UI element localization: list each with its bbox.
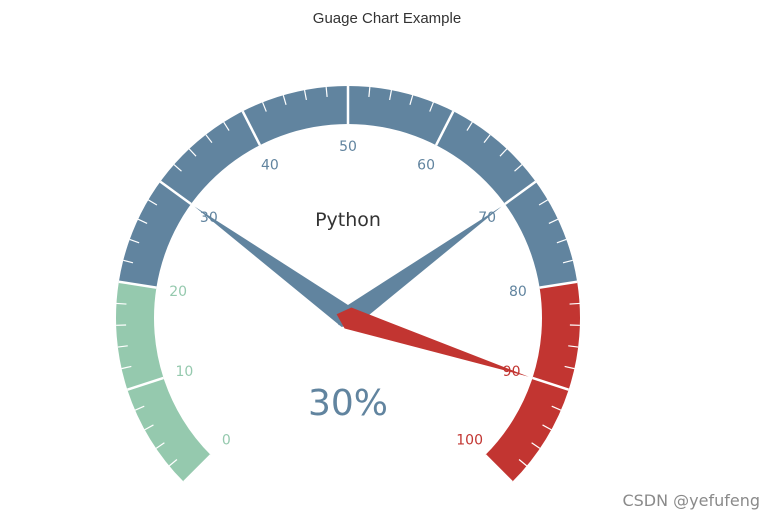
gauge-split-line-9 — [532, 376, 570, 391]
gauge-pointers — [194, 206, 529, 377]
gauge-minor-tick-14 — [148, 199, 158, 206]
gauge-minor-tick-33 — [499, 148, 508, 157]
gauge-minor-tick-16 — [173, 164, 182, 172]
gauge-tick-labels: 0102030405060708090100 — [169, 139, 527, 449]
gauge-band-1 — [118, 86, 578, 288]
gauge-detail-value: 30% — [308, 383, 388, 424]
gauge-split-lines — [118, 86, 578, 483]
gauge-tick-label-8: 80 — [509, 284, 527, 300]
gauge-tick-label-5: 50 — [339, 139, 357, 155]
gauge-split-line-6 — [434, 110, 455, 146]
gauge-minor-tick-7 — [117, 345, 128, 348]
gauge-minor-tick-28 — [409, 95, 414, 105]
gauge-tick-label-2: 20 — [169, 284, 187, 300]
watermark: CSDN @yefufeng — [622, 491, 760, 510]
gauge-tick-label-10: 100 — [456, 433, 483, 449]
gauge-minor-tick-19 — [223, 121, 230, 131]
gauge-minor-tick-46 — [551, 405, 562, 411]
gauge-band-2 — [485, 281, 580, 483]
gauge-pointer-1 — [338, 206, 502, 327]
chart-title: Guage Chart Example — [312, 10, 462, 27]
gauge-minor-tick-21 — [262, 102, 267, 112]
gauge-minor-tick-24 — [325, 86, 328, 98]
gauge-minor-tick-12 — [129, 238, 140, 244]
gauge-tick-label-0: 0 — [222, 433, 231, 449]
gauge-minor-tick-26 — [368, 86, 371, 98]
gauge-minor-tick-2 — [155, 442, 165, 449]
gauge-minor-tick-31 — [466, 121, 473, 131]
gauge-minor-tick-22 — [282, 95, 287, 105]
gauge-minor-tick-9 — [116, 302, 127, 305]
gauge-split-line-0 — [183, 454, 212, 483]
gauge-split-line-2 — [118, 280, 157, 289]
gauge-split-line-4 — [241, 110, 262, 146]
gauge-band-0 — [116, 281, 211, 483]
gauge-minor-tick-1 — [168, 459, 178, 467]
gauge-minor-tick-41 — [569, 302, 580, 305]
gauge-minor-tick-13 — [137, 218, 148, 225]
gauge-minor-tick-38 — [556, 238, 567, 244]
gauge-pointer-2 — [336, 307, 529, 377]
gauge-minor-tick-49 — [518, 459, 528, 467]
gauge-minor-tick-18 — [205, 134, 213, 143]
gauge-split-line-1 — [126, 376, 164, 391]
gauge-minor-tick-34 — [514, 164, 523, 172]
gauge-minor-tick-6 — [121, 365, 132, 370]
gauge-minor-tick-3 — [144, 424, 154, 431]
gauge-minor-tick-47 — [542, 424, 552, 431]
gauge-tick-label-6: 60 — [417, 158, 435, 174]
gauge-minor-tick-17 — [188, 148, 197, 157]
gauge-minor-tick-43 — [568, 345, 579, 348]
gauge-series-name: Python — [315, 209, 381, 231]
gauge-minor-tick-32 — [483, 134, 491, 143]
gauge-pointer-0 — [194, 206, 358, 327]
gauge-minor-tick-48 — [531, 442, 541, 449]
gauge-minor-tick-29 — [429, 102, 434, 112]
gauge-minor-tick-23 — [303, 89, 307, 101]
gauge-split-line-10 — [484, 454, 513, 483]
gauge-minor-tick-27 — [389, 89, 393, 101]
gauge-split-line-8 — [539, 280, 578, 289]
gauge-axis-bands — [116, 86, 580, 483]
gauge-split-line-3 — [159, 180, 192, 205]
gauge-minor-tick-37 — [548, 218, 559, 225]
gauge-split-line-7 — [504, 180, 537, 205]
gauge-tick-label-4: 40 — [261, 158, 279, 174]
gauge-minor-tick-11 — [123, 259, 134, 264]
gauge-minor-tick-39 — [562, 259, 573, 264]
gauge-minor-tick-36 — [538, 199, 548, 206]
gauge-minor-tick-4 — [134, 405, 145, 411]
gauge-minor-ticks — [116, 86, 580, 467]
gauge-minor-tick-44 — [564, 365, 575, 370]
gauge-tick-label-1: 10 — [176, 364, 194, 380]
